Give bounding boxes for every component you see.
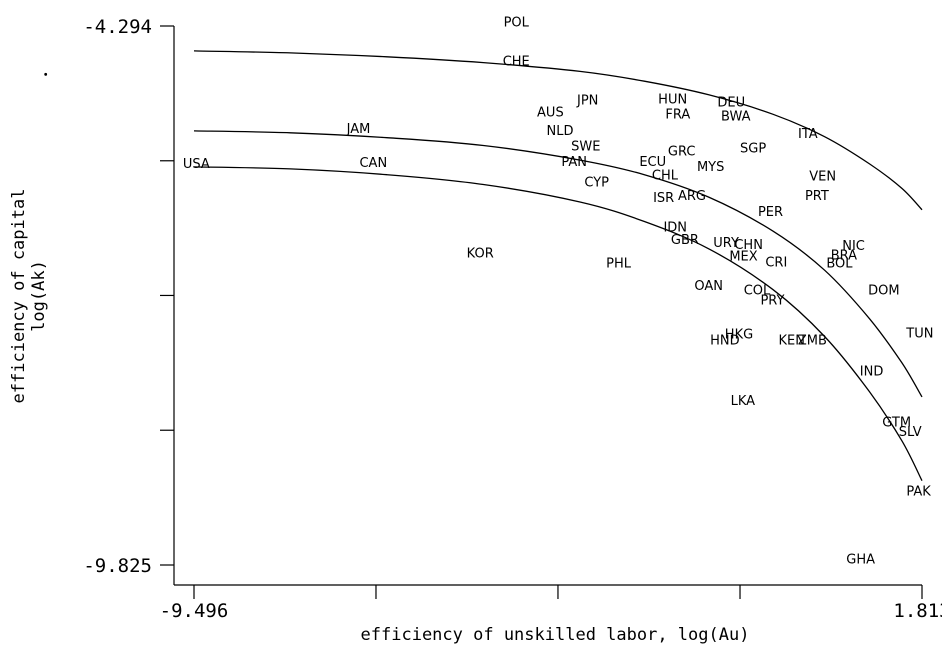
- y-axis-title-line2: log(Ak): [29, 260, 49, 332]
- point-label-can: CAN: [359, 156, 387, 171]
- point-label-bol: BOL: [826, 256, 853, 271]
- point-label-idn: IDN: [663, 220, 687, 235]
- y-axis-ticks: -4.294 -9.825: [83, 16, 174, 577]
- point-label-gha: GHA: [846, 553, 875, 568]
- point-label-prt: PRT: [805, 189, 829, 204]
- point-label-ind: IND: [860, 365, 884, 380]
- point-label-ecu: ECU: [639, 155, 666, 170]
- y-tick-label-0: -4.294: [83, 16, 152, 38]
- country-points: POL CHE AUS JPN HUN DEU FRA BWA JAM NLD ITA SWE SGP G…: [183, 16, 934, 568]
- point-label-mys: MYS: [697, 160, 724, 175]
- point-label-usa: USA: [183, 157, 210, 172]
- point-label-pan: PAN: [561, 155, 587, 170]
- point-label-col: COL: [744, 284, 771, 299]
- point-label-che: CHE: [503, 55, 530, 70]
- point-label-hun: HUN: [658, 93, 687, 108]
- point-label-slv: SLV: [899, 425, 922, 440]
- y-tick-label-4: -9.825: [83, 555, 152, 577]
- point-label-phl: PHL: [606, 256, 632, 271]
- point-label-pry: PRY: [760, 293, 784, 308]
- point-label-mex: MEX: [729, 250, 757, 265]
- point-label-lka: LKA: [731, 394, 756, 409]
- point-label-per: PER: [758, 205, 783, 220]
- point-label-ury: URY: [713, 236, 739, 251]
- point-label-nld: NLD: [547, 124, 574, 139]
- stray-dot-0: [44, 72, 48, 76]
- point-label-gbr: GBR: [671, 233, 699, 248]
- point-label-chl: CHL: [652, 169, 679, 184]
- point-label-jam: JAM: [346, 122, 371, 137]
- point-label-fra: FRA: [665, 107, 690, 122]
- x-tick-label-4: 1.813: [893, 600, 942, 622]
- fitted-curve-1: [193, 130, 923, 398]
- point-label-ita: ITA: [798, 127, 818, 142]
- point-label-kor: KOR: [467, 247, 494, 262]
- point-label-bwa: BWA: [721, 109, 751, 124]
- point-label-grc: GRC: [668, 144, 696, 159]
- point-label-deu: DEU: [717, 96, 745, 111]
- point-label-cri: CRI: [765, 255, 787, 270]
- y-axis-title-line1: efficiency of capital: [9, 189, 29, 404]
- point-label-sgp: SGP: [740, 141, 766, 156]
- point-label-chn: CHN: [734, 238, 763, 253]
- point-label-hnd: HND: [710, 333, 740, 348]
- fitted-curve-0: [193, 50, 923, 211]
- stray-marks: [44, 72, 48, 76]
- point-label-zmb: ZMB: [798, 333, 827, 348]
- point-label-hkg: HKG: [725, 328, 753, 343]
- point-label-tun: TUN: [905, 327, 933, 342]
- fitted-curve-2: [193, 166, 923, 481]
- point-label-cyp: CYP: [584, 176, 609, 191]
- point-label-isr: ISR: [653, 191, 674, 206]
- point-label-gtm: GTM: [882, 415, 911, 430]
- point-label-bra: BRA: [831, 249, 857, 264]
- point-label-pak: PAK: [906, 484, 931, 499]
- point-label-dom: DOM: [868, 284, 899, 299]
- x-axis-ticks: -9.496 1.813: [160, 585, 942, 622]
- point-label-pol: POL: [504, 16, 530, 31]
- x-tick-label-0: -9.496: [160, 600, 229, 622]
- point-label-nic: NIC: [842, 239, 865, 254]
- point-label-aus: AUS: [537, 105, 564, 120]
- point-label-arg: ARG: [678, 189, 706, 204]
- point-label-ven: VEN: [809, 170, 836, 185]
- point-label-swe: SWE: [571, 139, 600, 154]
- x-axis-title: efficiency of unskilled labor, log(Au): [361, 625, 750, 645]
- fitted-curves: [193, 50, 923, 481]
- point-label-ken: KEN: [779, 333, 805, 348]
- point-label-oan: OAN: [694, 279, 723, 294]
- point-label-jpn: JPN: [576, 94, 598, 109]
